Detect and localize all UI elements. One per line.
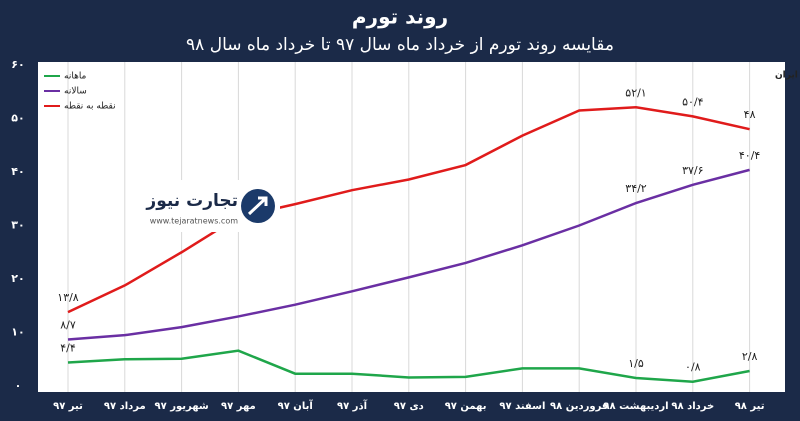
watermark-name: تجارت نیوز [145,191,238,211]
value-label: ۵۰/۴ [682,95,704,108]
series-line [67,168,750,341]
value-label: ۰/۸ [685,361,701,374]
x-tick-label: اردیبهشت ۹۸ [603,401,668,412]
x-tick-label: آبان ۹۷ [278,399,314,412]
x-tick-label: آذر ۹۷ [337,399,368,412]
value-label: ۴/۴ [60,341,76,354]
x-tick-label: تیر ۹۷ [53,401,83,412]
y-tick-label: ۳۰ [11,219,24,232]
x-tick-label: بهمن ۹۷ [445,401,487,412]
x-tick-label: مهر ۹۷ [221,401,256,412]
x-tick-label: شهریور ۹۷ [155,401,209,412]
chart-subtitle: مقایسه روند تورم از خرداد ماه سال ۹۷ تا … [186,35,614,55]
value-label: ۵۲/۱ [625,86,646,99]
value-label: ۸/۷ [60,318,76,331]
chart-title: روند تورم [352,5,448,29]
value-label: ۲/۸ [742,350,758,363]
legend-label: ماهانه [64,72,87,82]
watermark-arrow [247,196,268,216]
x-tick-label: اسفند ۹۷ [499,401,545,412]
x-tick-label: فروردین ۹۸ [550,401,608,412]
series-line [67,349,750,383]
x-tick-label: مرداد ۹۷ [104,401,146,412]
value-label: ۴۰/۴ [739,149,761,162]
y-tick-label: ۴۰ [11,165,24,178]
x-tick-label: تیر ۹۸ [735,401,765,412]
series-line [67,106,750,314]
y-tick-label: ۶۰ [11,58,24,71]
value-label: ۱/۵ [628,357,644,370]
watermark-url: www.tejaratnews.com [150,217,238,226]
source: منبع: مرکز آمار ایران [775,69,800,81]
watermark-box [135,180,280,232]
y-tick-label: ۱۰ [11,326,24,339]
y-tick-label: ۲۰ [11,272,24,285]
value-label: ۱۳/۸ [57,291,79,304]
value-label: ۳۷/۶ [682,164,703,177]
value-label: ۳۴/۲ [625,182,647,195]
watermark: تجارت نیوز www.tejaratnews.com [135,180,280,232]
legend-label: سالانه [64,87,87,97]
x-tick-label: خرداد ۹۸ [671,401,714,412]
y-tick-label: ۵۰ [11,112,24,125]
y-tick-label: ۰ [15,379,22,392]
x-tick-label: دی ۹۷ [394,401,424,412]
legend-label: نقطه به نقطه [64,102,116,112]
value-label: ۴۸ [744,108,756,121]
